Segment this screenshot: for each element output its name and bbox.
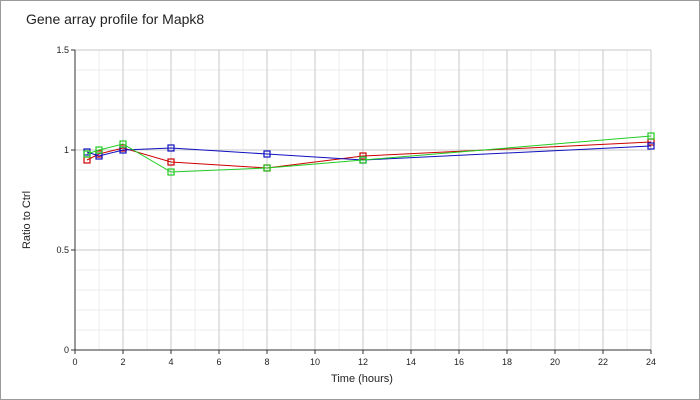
series-1-line xyxy=(86,141,652,169)
series-3-point xyxy=(119,140,127,148)
x-tick-label: 24 xyxy=(646,357,656,367)
y-tick-label: 0.5 xyxy=(56,245,69,255)
x-tick-label: 22 xyxy=(598,357,608,367)
series-3-point xyxy=(167,168,175,176)
x-tick-label: 6 xyxy=(216,357,221,367)
series-2-point xyxy=(263,150,271,158)
x-axis-label: Time (hours) xyxy=(331,373,393,385)
series-3-point xyxy=(647,132,655,140)
series-3-point xyxy=(263,164,271,172)
series-3-point xyxy=(95,146,103,154)
y-tick-label: 1 xyxy=(64,145,69,155)
series-1-point xyxy=(359,152,367,160)
y-tick-label: 0 xyxy=(64,345,69,355)
x-tick-label: 14 xyxy=(406,357,416,367)
series-2-point xyxy=(647,142,655,150)
x-tick-label: 16 xyxy=(454,357,464,367)
series-2-line xyxy=(86,145,652,161)
chart-title: Gene array profile for Mapk8 xyxy=(26,11,205,27)
series-1-point xyxy=(167,158,175,166)
y-tick-label: 1.5 xyxy=(56,45,69,55)
series-2-point xyxy=(167,144,175,152)
series-3-line xyxy=(86,135,652,173)
x-tick-label: 10 xyxy=(310,357,320,367)
x-tick-label: 8 xyxy=(264,357,269,367)
x-tick-label: 20 xyxy=(550,357,560,367)
x-tick-label: 2 xyxy=(120,357,125,367)
x-tick-label: 0 xyxy=(72,357,77,367)
x-tick-label: 18 xyxy=(502,357,512,367)
series-3-point xyxy=(83,150,91,158)
x-tick-label: 12 xyxy=(358,357,368,367)
series-3-point xyxy=(359,156,367,164)
x-tick-label: 4 xyxy=(168,357,173,367)
